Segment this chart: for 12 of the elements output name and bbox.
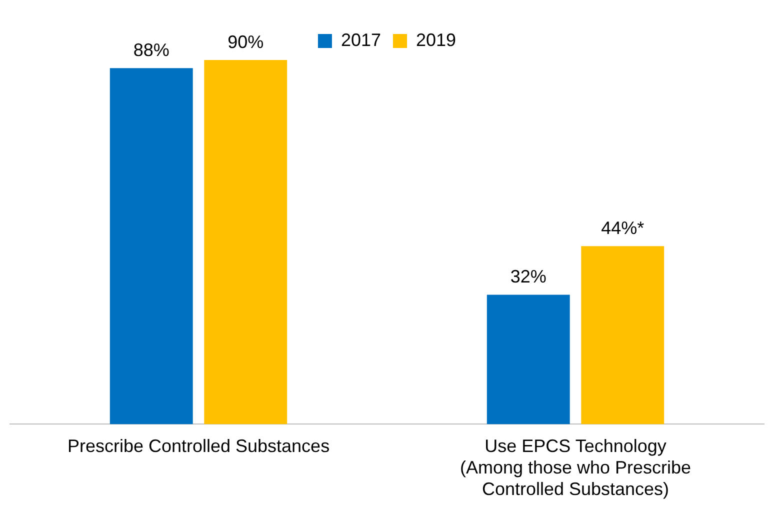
x-tick-label: Use EPCS Technology (Among those who Prescribe Controlled Substances) [460, 436, 692, 500]
data-label: 88% [133, 40, 170, 60]
bar [486, 294, 570, 424]
legend-label: 2019 [416, 30, 456, 50]
x-tick-label: Prescribe Controlled Substances [67, 436, 330, 456]
bar [581, 246, 664, 424]
bar [204, 60, 288, 424]
data-label: 44%* [601, 218, 644, 238]
bar [110, 68, 193, 424]
legend-label: 2017 [340, 30, 382, 50]
data-label: 90% [228, 32, 264, 52]
data-label: 32% [510, 266, 546, 287]
